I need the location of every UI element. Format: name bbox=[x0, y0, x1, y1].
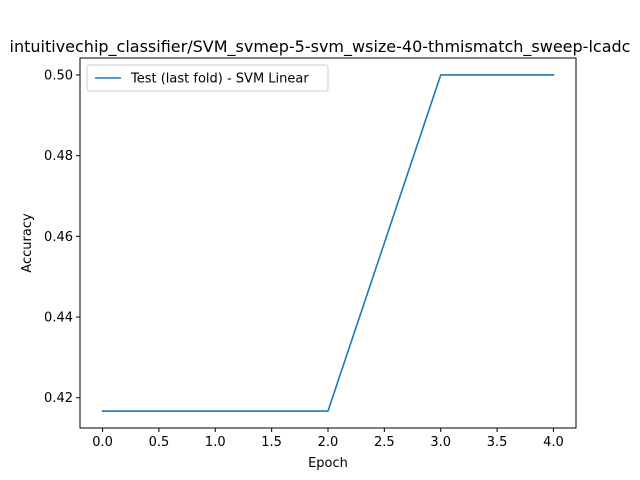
series-line bbox=[101, 74, 555, 412]
x-tick-label: 0.5 bbox=[149, 435, 170, 450]
series-layer bbox=[101, 74, 555, 412]
y-tick-label: 0.42 bbox=[44, 391, 73, 406]
chart-title: intuitivechip_classifier/SVM_svmep-5-svm… bbox=[10, 37, 631, 57]
x-tick-label: 3.0 bbox=[430, 435, 451, 450]
x-tick-label: 0.0 bbox=[92, 435, 113, 450]
y-tick-label: 0.44 bbox=[44, 311, 73, 326]
plot-area-frame bbox=[79, 57, 577, 429]
y-axis-label: Accuracy bbox=[20, 213, 35, 273]
y-axis: 0.42 0.44 0.46 0.48 0.50 bbox=[44, 68, 80, 406]
x-tick-label: 3.5 bbox=[487, 435, 508, 450]
y-tick-label: 0.50 bbox=[44, 68, 73, 83]
legend: Test (last fold) - SVM Linear bbox=[86, 64, 329, 92]
y-tick-label: 0.46 bbox=[44, 230, 73, 245]
x-axis-label: Epoch bbox=[308, 456, 348, 471]
x-tick-label: 1.5 bbox=[261, 435, 282, 450]
legend-entry-label: Test (last fold) - SVM Linear bbox=[130, 72, 309, 87]
x-tick-label: 2.0 bbox=[318, 435, 339, 450]
x-tick-label: 4.0 bbox=[543, 435, 564, 450]
x-tick-label: 2.5 bbox=[374, 435, 395, 450]
legend-box bbox=[86, 64, 329, 92]
x-tick-label: 1.0 bbox=[205, 435, 226, 450]
x-axis: 0.0 0.5 1.0 1.5 2.0 2.5 3.0 3.5 4.0 bbox=[92, 428, 564, 450]
y-tick-label: 0.48 bbox=[44, 149, 73, 164]
